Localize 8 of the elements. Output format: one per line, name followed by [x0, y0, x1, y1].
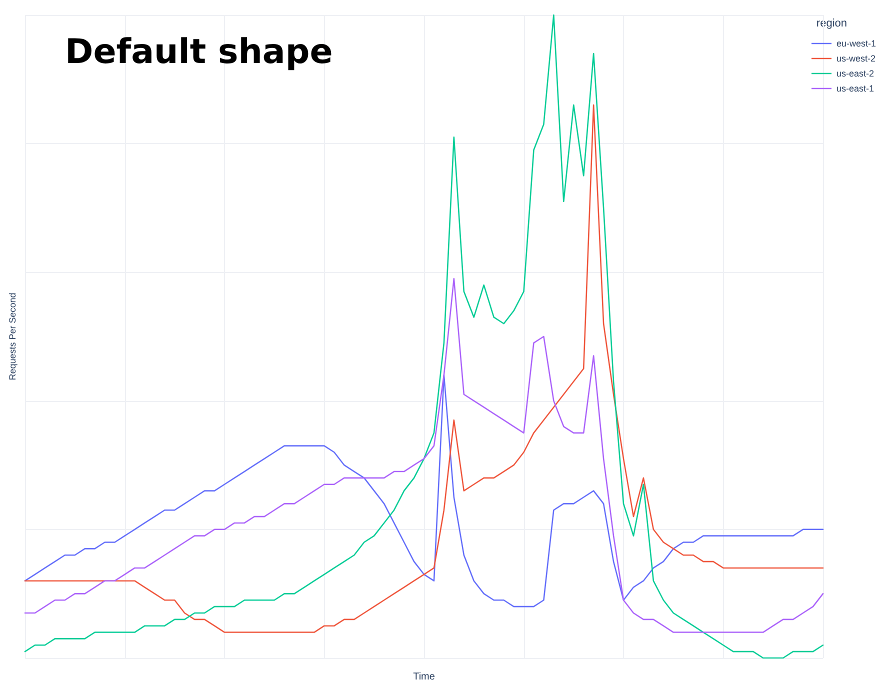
legend-label: us-west-2 — [836, 54, 876, 64]
text: Default shape — [65, 32, 333, 72]
x-axis-title: Time — [413, 672, 436, 682]
legend-label: us-east-1 — [836, 84, 874, 94]
legend-label: us-east-2 — [836, 68, 874, 78]
legend-title: region — [816, 18, 847, 30]
legend-label: eu-west-1 — [836, 38, 876, 48]
y-axis-title: Requests Per Second — [8, 292, 18, 380]
